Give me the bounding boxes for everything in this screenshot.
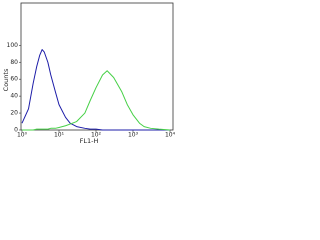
series-line [21,49,170,131]
y-axis-label: Counts [2,68,10,91]
x-tick-label: 10¹ [54,132,65,139]
x-tick-label: 10⁴ [165,132,176,139]
y-tick-label: 20 [10,110,18,117]
x-tick-label: 10² [91,132,102,139]
plot-frame [20,2,174,131]
page: {"chart_data": {"type": "line", "x_label… [0,0,177,145]
y-tick-label: 40 [10,93,18,100]
y-tick-label: 60 [10,76,18,83]
series-line [22,70,171,131]
y-tick-label: 0 [14,127,18,134]
x-tick-label: 10³ [128,132,139,139]
x-axis-label: FL1-H [80,137,99,145]
x-tick-label: 10⁰ [17,132,28,139]
y-tick-label: 80 [10,59,18,66]
chart: FL1-H Counts 0 20 40 60 80 100 10⁰ 10¹ 10² 10³ 10⁴ [2,2,176,145]
y-tick-label: 100 [7,42,19,49]
